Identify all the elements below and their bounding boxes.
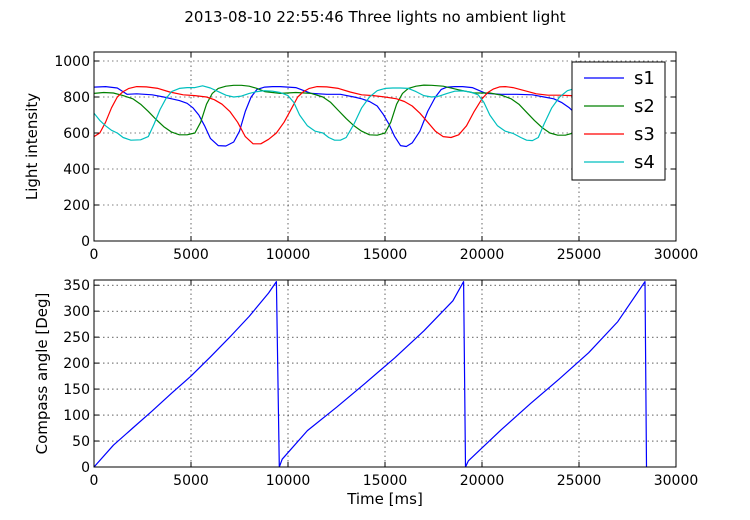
legend-label-s2: s2	[634, 96, 655, 117]
light-series-line-s3	[94, 85, 595, 145]
y-tick-label: 50	[72, 434, 90, 450]
y-tick-label: 0	[81, 460, 90, 476]
compass-series-line-series-1	[94, 281, 648, 467]
x-tick-label: 15000	[363, 473, 408, 489]
light-intensity-plot: 0 5000 10000 15000 20000 25000 30000 0 200 400 600…	[23, 51, 699, 263]
y-tick-label: 800	[63, 90, 90, 106]
y-tick-label: 300	[63, 304, 90, 320]
figure-title: 2013-08-10 22:55:46 Three lights no ambi…	[184, 8, 565, 26]
x-tick-label: 5000	[173, 247, 209, 263]
y-tick-label: 250	[63, 330, 90, 346]
y-tick-label: 600	[63, 126, 90, 142]
compass-angle-plot: 0 5000 10000 15000 20000 25000 30000 0 50 100 150 2…	[33, 278, 698, 508]
legend-box	[571, 61, 666, 181]
y-tick-label: 100	[63, 408, 90, 424]
x-tick-label: 0	[90, 247, 99, 263]
y-tick-label: 400	[63, 162, 90, 178]
x-tick-label: 10000	[266, 473, 311, 489]
x-tick-label: 20000	[460, 473, 505, 489]
legend-label-s3: s3	[634, 124, 655, 145]
x-tick-label: 20000	[460, 247, 505, 263]
x-tick-label: 25000	[557, 473, 602, 489]
y-tick-label: 0	[81, 234, 90, 250]
legend-label-s1: s1	[634, 68, 655, 89]
y-tick-label: 200	[63, 198, 90, 214]
legend: s1 s2 s3 s4	[571, 61, 666, 181]
x-tick-label: 15000	[363, 247, 408, 263]
x-tick-label: 0	[90, 473, 99, 489]
compass-y-axis-label: Compass angle [Deg]	[33, 293, 51, 455]
x-tick-label: 5000	[173, 473, 209, 489]
y-tick-label: 200	[63, 356, 90, 372]
x-tick-label: 30000	[654, 473, 699, 489]
compass-x-axis-label: Time [ms]	[346, 490, 423, 508]
x-tick-label: 25000	[557, 247, 602, 263]
y-tick-label: 150	[63, 382, 90, 398]
light-y-axis-label: Light intensity	[23, 93, 41, 200]
x-tick-label: 10000	[266, 247, 311, 263]
light-series-line-s1	[94, 85, 595, 148]
light-series-line-s4	[94, 85, 599, 142]
light-series-line-s2	[94, 84, 599, 136]
y-tick-label: 1000	[54, 54, 90, 70]
legend-label-s4: s4	[634, 152, 655, 173]
y-tick-label: 350	[63, 278, 90, 294]
x-tick-label: 30000	[654, 247, 699, 263]
